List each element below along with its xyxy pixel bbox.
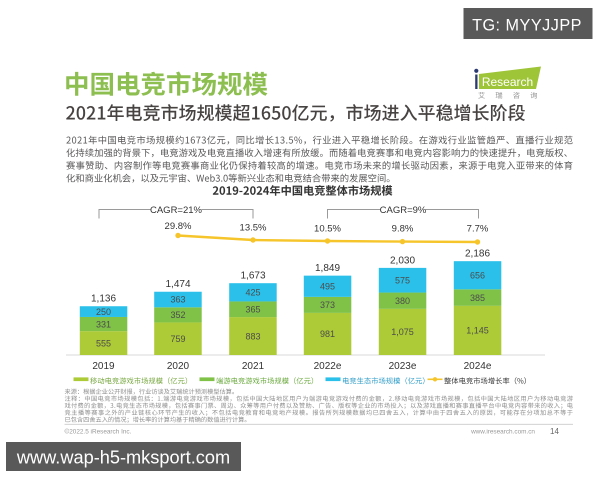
- svg-text:2019: 2019: [92, 361, 115, 372]
- svg-text:9.8%: 9.8%: [392, 224, 414, 235]
- svg-text:365: 365: [245, 304, 260, 314]
- svg-text:2,186: 2,186: [465, 249, 490, 260]
- svg-text:352: 352: [170, 310, 185, 320]
- svg-text:1,075: 1,075: [391, 327, 414, 337]
- svg-text:1,849: 1,849: [315, 263, 340, 274]
- svg-text:555: 555: [96, 338, 111, 348]
- svg-text:Research: Research: [482, 75, 533, 89]
- svg-text:2021: 2021: [242, 361, 265, 372]
- svg-text:CAGR=9%: CAGR=9%: [380, 205, 427, 216]
- svg-text:2023e: 2023e: [389, 361, 417, 372]
- svg-text:www.wap-h5-mksport.com: www.wap-h5-mksport.com: [16, 448, 230, 468]
- svg-text:385: 385: [470, 293, 485, 303]
- svg-text:331: 331: [96, 319, 111, 329]
- svg-text:2022e: 2022e: [314, 361, 342, 372]
- svg-text:363: 363: [170, 295, 185, 305]
- svg-text:656: 656: [470, 270, 485, 280]
- svg-text:425: 425: [245, 288, 260, 298]
- svg-text:2,030: 2,030: [390, 255, 415, 266]
- svg-text:380: 380: [395, 296, 410, 306]
- svg-text:759: 759: [170, 334, 185, 344]
- svg-text:495: 495: [320, 281, 335, 291]
- svg-text:250: 250: [96, 307, 111, 317]
- svg-text:14: 14: [550, 427, 559, 436]
- svg-text:981: 981: [320, 329, 335, 339]
- svg-text:10.5%: 10.5%: [314, 224, 341, 235]
- svg-text:7.7%: 7.7%: [467, 224, 489, 235]
- svg-text:575: 575: [395, 275, 410, 285]
- svg-text:13.5%: 13.5%: [240, 223, 267, 234]
- svg-text:373: 373: [320, 300, 335, 310]
- svg-text:TG: MYYJJPP: TG: MYYJJPP: [472, 17, 582, 35]
- svg-text:29.8%: 29.8%: [165, 221, 192, 232]
- svg-text:1,673: 1,673: [240, 271, 265, 282]
- svg-text:1,474: 1,474: [165, 279, 190, 290]
- svg-text:1,136: 1,136: [91, 294, 116, 305]
- svg-text:©2022.5 iResearch Inc.: ©2022.5 iResearch Inc.: [65, 428, 132, 436]
- svg-text:2024e: 2024e: [464, 361, 492, 372]
- svg-text:1,145: 1,145: [466, 326, 489, 336]
- svg-text:883: 883: [245, 331, 260, 341]
- svg-text:www.iresearch.com.cn: www.iresearch.com.cn: [470, 429, 535, 436]
- svg-text:CAGR=21%: CAGR=21%: [150, 205, 203, 216]
- svg-text:2020: 2020: [167, 361, 190, 372]
